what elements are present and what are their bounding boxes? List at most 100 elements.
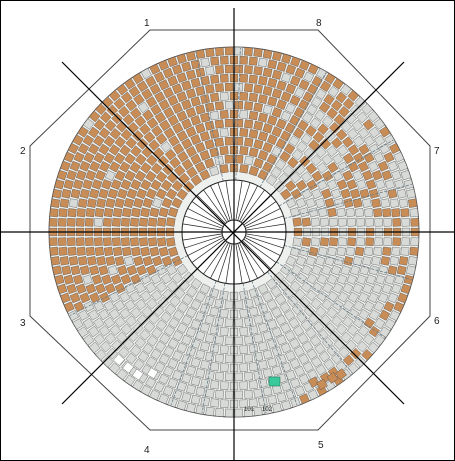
tile — [396, 265, 407, 276]
tile — [140, 384, 152, 396]
tile — [310, 297, 322, 310]
tile — [321, 336, 334, 349]
tile — [125, 137, 137, 149]
tile — [52, 188, 62, 199]
tile — [114, 170, 126, 182]
tile — [373, 246, 383, 256]
tile — [176, 342, 188, 354]
tile — [94, 246, 104, 256]
tile — [410, 237, 420, 246]
tile — [290, 56, 301, 67]
tile — [380, 256, 391, 266]
tile — [362, 333, 375, 345]
tile — [219, 146, 229, 156]
tile — [373, 208, 383, 218]
tile — [67, 208, 77, 218]
tile — [185, 126, 197, 138]
tile — [310, 96, 323, 108]
tile — [109, 128, 122, 140]
tile — [387, 160, 399, 172]
tile — [77, 326, 89, 338]
tile — [146, 188, 157, 200]
tile — [305, 255, 316, 267]
tile — [101, 355, 114, 368]
tile — [153, 71, 165, 83]
tile — [67, 309, 79, 321]
tile — [343, 256, 354, 266]
tile — [173, 287, 186, 300]
hub-spoke — [242, 240, 272, 270]
sector-label-2: 2 — [20, 146, 26, 157]
tile — [224, 82, 234, 92]
tile — [336, 179, 348, 190]
tile — [190, 376, 201, 387]
tile — [112, 217, 121, 227]
tile — [224, 64, 234, 74]
tile — [300, 133, 313, 145]
tile — [185, 365, 197, 376]
tile — [190, 357, 201, 368]
tile — [319, 217, 329, 227]
tile — [253, 158, 264, 169]
tile-empty — [146, 367, 159, 379]
tile — [145, 281, 157, 294]
tile — [234, 300, 244, 310]
tile — [356, 111, 369, 124]
tile — [224, 118, 234, 128]
tile — [205, 102, 215, 113]
tile — [387, 292, 399, 304]
tile — [239, 381, 248, 391]
tile — [356, 274, 367, 285]
tile — [199, 169, 211, 181]
tile — [335, 323, 348, 336]
tile — [113, 152, 126, 165]
tile — [137, 101, 150, 114]
tile — [220, 399, 229, 409]
tile — [142, 197, 153, 209]
tile — [119, 291, 131, 303]
tile — [345, 246, 356, 257]
tile — [258, 75, 268, 86]
tile — [283, 309, 296, 321]
tile — [358, 308, 370, 321]
tile — [109, 324, 122, 336]
tile-filled — [308, 376, 320, 388]
tile — [199, 131, 211, 142]
tile — [82, 317, 94, 330]
tile — [204, 158, 215, 169]
tile — [115, 331, 128, 344]
hub-spoke — [245, 233, 286, 241]
subsector-line — [259, 72, 327, 188]
tile — [84, 217, 94, 227]
tile — [119, 307, 131, 320]
tile — [253, 102, 263, 113]
tile — [210, 362, 220, 372]
tile — [114, 198, 125, 208]
tile — [219, 308, 229, 318]
tile — [186, 384, 197, 395]
tile — [181, 373, 192, 384]
tile — [109, 90, 121, 102]
tile — [363, 317, 375, 329]
tile — [234, 46, 244, 56]
tile — [267, 59, 278, 70]
tile — [391, 246, 401, 256]
tile — [124, 299, 136, 311]
tile — [209, 325, 220, 335]
tile — [163, 345, 175, 357]
small-label-101: 101 — [244, 407, 255, 413]
tile — [315, 88, 327, 100]
tile — [324, 322, 336, 334]
tile — [190, 153, 202, 165]
tile — [381, 283, 393, 294]
tile — [262, 104, 273, 115]
hub-spoke — [191, 238, 225, 263]
tile — [113, 97, 126, 110]
tile — [301, 111, 314, 124]
tile — [171, 180, 184, 192]
tile — [253, 370, 263, 380]
tile — [91, 179, 103, 190]
tile — [342, 282, 354, 294]
tile — [329, 237, 338, 247]
tile — [160, 311, 172, 323]
